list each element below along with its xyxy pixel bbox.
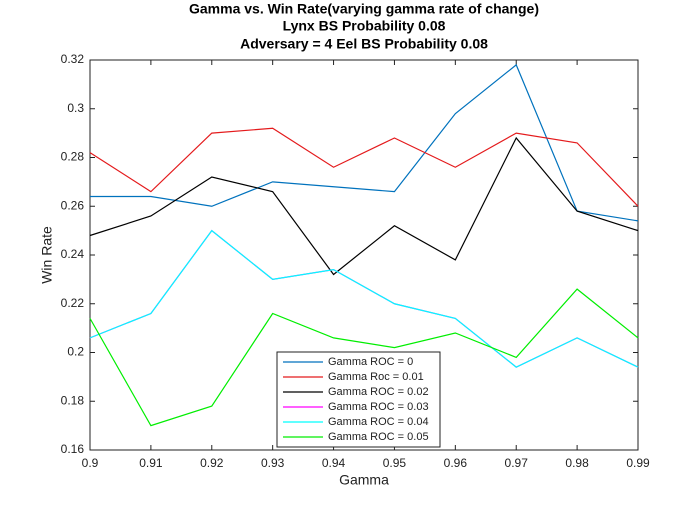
x-tick-label: 0.9 — [82, 456, 99, 470]
y-tick-label: 0.28 — [61, 150, 85, 164]
chart-title: Gamma vs. Win Rate(varying gamma rate of… — [189, 1, 539, 17]
y-tick-label: 0.3 — [67, 101, 84, 115]
legend-label: Gamma Roc = 0.01 — [328, 371, 424, 383]
series-line — [89, 136, 639, 276]
series-line — [89, 229, 639, 368]
chart-subtitle: Adversary = 4 Eel BS Probability 0.08 — [240, 36, 488, 52]
legend-box — [276, 351, 441, 448]
y-axis-label: Win Rate — [39, 226, 55, 284]
x-tick-label: 0.92 — [200, 456, 224, 470]
y-tick-label: 0.26 — [61, 198, 85, 212]
axes-box — [89, 59, 639, 451]
y-tick-label: 0.32 — [61, 52, 85, 66]
legend-label: Gamma ROC = 0.02 — [328, 386, 429, 398]
x-axis-label: Gamma — [339, 472, 389, 488]
x-tick-label: 0.96 — [444, 456, 468, 470]
y-tick-label: 0.18 — [61, 393, 85, 407]
legend-label: Gamma ROC = 0 — [328, 356, 413, 368]
y-tick-label: 0.16 — [61, 442, 85, 456]
series-line — [89, 127, 639, 207]
x-tick-label: 0.98 — [565, 456, 589, 470]
chart-subtitle: Lynx BS Probability 0.08 — [283, 18, 446, 34]
y-tick-label: 0.2 — [67, 345, 84, 359]
legend-label: Gamma ROC = 0.04 — [328, 416, 429, 428]
x-tick-label: 0.97 — [505, 456, 529, 470]
legend-label: Gamma ROC = 0.05 — [328, 431, 429, 443]
y-tick-label: 0.24 — [61, 247, 85, 261]
x-tick-label: 0.91 — [139, 456, 163, 470]
y-tick-label: 0.22 — [61, 296, 85, 310]
x-tick-label: 0.99 — [626, 456, 650, 470]
x-tick-label: 0.94 — [322, 456, 346, 470]
legend-label: Gamma ROC = 0.03 — [328, 401, 429, 413]
x-tick-label: 0.95 — [383, 456, 407, 470]
series-line — [89, 288, 639, 427]
x-tick-label: 0.93 — [261, 456, 285, 470]
